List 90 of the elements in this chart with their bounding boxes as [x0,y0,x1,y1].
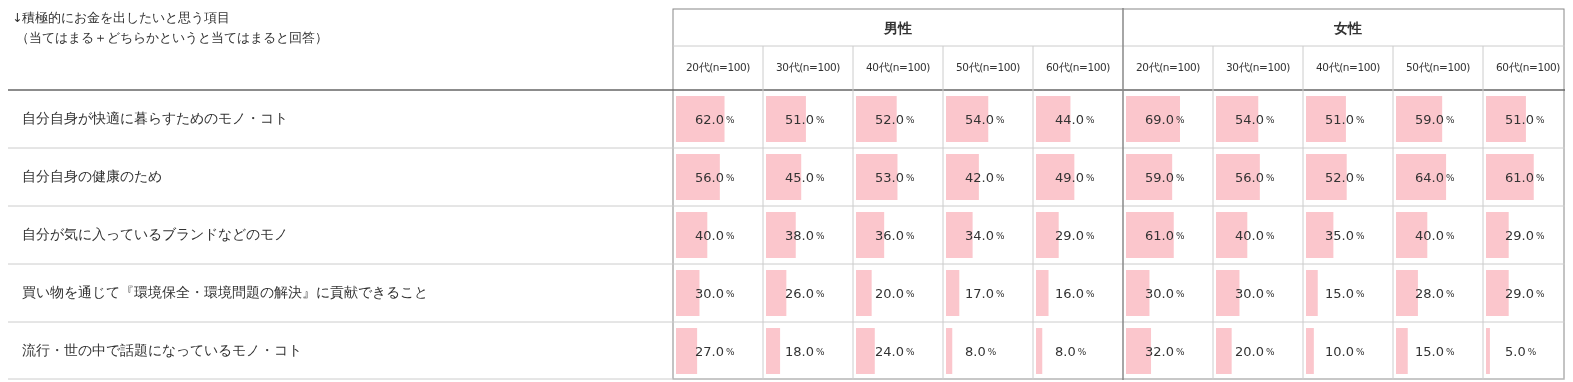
bar [1396,328,1408,374]
bar [766,270,787,316]
data-label: 30.0% [1145,285,1185,301]
data-label: 16.0% [1055,285,1095,301]
data-label: 18.0% [785,343,825,359]
bar [676,96,725,142]
y-tick-label: 買い物を通じて『環境保全・環境問題の解決』に貢献できること [22,284,428,300]
data-label: 69.0% [1145,111,1185,127]
data-label: 20.0% [1235,343,1275,359]
data-label: 38.0% [785,227,825,243]
data-label: 61.0% [1145,227,1185,243]
bar [1486,154,1534,200]
bar [1306,328,1314,374]
data-label: 61.0% [1505,169,1545,185]
bar [856,328,875,374]
data-label: 56.0% [695,169,735,185]
data-label: 5.0% [1505,343,1537,359]
data-label: 32.0% [1145,343,1185,359]
text: 30代(n=100) [775,61,841,73]
data-label: 28.0% [1415,285,1455,301]
data-label: 35.0% [1325,227,1365,243]
data-label: 40.0% [1235,227,1275,243]
text: 30代(n=100) [1225,61,1291,73]
bar [1036,328,1043,374]
bar [1126,154,1173,200]
data-label: 8.0% [1055,343,1087,359]
data-label: 15.0% [1415,343,1455,359]
data-label: 54.0% [965,111,1005,127]
data-label: 42.0% [965,169,1005,185]
data-label: 29.0% [1055,227,1095,243]
data-label: 51.0% [1505,111,1545,127]
chart-title: 20代(n=100) [1135,61,1201,73]
text: （当てはまる＋どちらかというと当てはまると回答） [16,30,328,45]
y-axis-title: ↓積極的にお金を出したいと思う項目 [12,10,231,25]
bar [1396,96,1443,142]
data-label: 24.0% [875,343,915,359]
data-label: 59.0% [1145,169,1185,185]
text: 50代(n=100) [955,61,1021,73]
y-tick-label: 自分自身が快適に暮らすためのモノ・コト [22,110,288,126]
data-label: 53.0% [875,169,915,185]
y-tick-label: 自分が気に入っているブランドなどのモノ [22,226,288,242]
data-label: 62.0% [695,111,735,127]
bar [946,270,960,316]
text: 40代(n=100) [865,61,931,73]
data-label: 8.0% [965,343,997,359]
data-label: 56.0% [1235,169,1275,185]
data-label: 40.0% [695,227,735,243]
data-label: 59.0% [1415,111,1455,127]
text: 50代(n=100) [1405,61,1471,73]
data-label: 45.0% [785,169,825,185]
data-label: 10.0% [1325,343,1365,359]
bar [1396,154,1447,200]
y-tick-label: 流行・世の中で話題になっているモノ・コト [22,342,302,358]
text: 60代(n=100) [1495,61,1561,73]
chart-title: 20代(n=100) [685,61,751,73]
text: 60代(n=100) [1045,61,1111,73]
data-label: 20.0% [875,285,915,301]
data-label: 17.0% [965,285,1005,301]
bar [676,328,698,374]
text: 男性 [883,20,912,36]
data-label: 44.0% [1055,111,1095,127]
data-label: 29.0% [1505,285,1545,301]
data-label: 51.0% [785,111,825,127]
data-label: 52.0% [1325,169,1365,185]
data-label: 51.0% [1325,111,1365,127]
data-label: 15.0% [1325,285,1365,301]
bar [766,328,781,374]
data-label: 64.0% [1415,169,1455,185]
data-label: 30.0% [695,285,735,301]
data-label: 26.0% [785,285,825,301]
text: 女性 [1333,20,1362,36]
data-label: 40.0% [1415,227,1455,243]
data-label: 54.0% [1235,111,1275,127]
data-label: 29.0% [1505,227,1545,243]
bar [1036,270,1049,316]
data-label: 52.0% [875,111,915,127]
bar [1306,270,1318,316]
data-label: 34.0% [965,227,1005,243]
data-label: 27.0% [695,343,735,359]
bar [856,270,872,316]
bar [1396,270,1418,316]
data-label: 49.0% [1055,169,1095,185]
bar [946,328,953,374]
text: 40代(n=100) [1315,61,1381,73]
data-label: 36.0% [875,227,915,243]
y-tick-label: 自分自身の健康のため [22,168,162,184]
data-label: 30.0% [1235,285,1275,301]
bar [1216,328,1232,374]
bar [1486,328,1490,374]
bar [1126,212,1174,258]
